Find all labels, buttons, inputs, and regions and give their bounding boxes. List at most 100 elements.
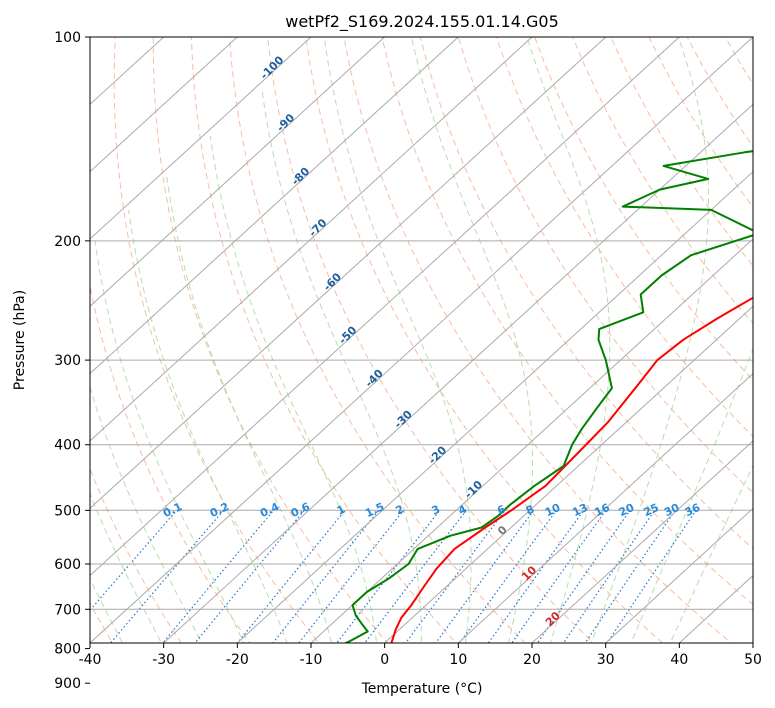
dry-adiabat: [419, 37, 753, 550]
mixing-ratio-label: 13: [570, 501, 589, 519]
isotherm-line: [383, 305, 753, 643]
dry-adiabat: [90, 467, 182, 643]
moist-adiabat: [90, 577, 124, 643]
y-tick-label: 500: [54, 503, 81, 519]
y-tick-label: 200: [54, 234, 81, 250]
mixing-ratio-label: 0.1: [161, 500, 184, 520]
mixing-ratio-line: [536, 509, 631, 643]
x-axis-label: Temperature (°C): [361, 681, 483, 697]
isotherm-label: -80: [289, 165, 312, 188]
dry-adiabat: [90, 283, 251, 643]
mixing-ratio-line: [194, 509, 305, 643]
y-tick-label: 300: [54, 353, 81, 369]
x-tick-label: 50: [744, 652, 762, 668]
isotherm-label: -90: [274, 111, 297, 134]
moist-adiabat: [410, 37, 533, 643]
plot-frame: [89, 36, 754, 644]
grid-lines: [90, 37, 775, 708]
mixing-ratio-label: 20: [617, 501, 637, 519]
isotherm-label: -70: [306, 216, 329, 239]
dewpoint-profile: [343, 150, 753, 643]
mixing-ratio-line: [404, 509, 506, 643]
dry-adiabat: [229, 37, 526, 643]
dry-adiabat: [267, 37, 595, 643]
isotherm-line: [90, 37, 238, 173]
isotherm-label: -60: [321, 270, 344, 293]
temperature-profile: [390, 296, 753, 643]
moist-adiabat: [526, 37, 611, 643]
dry-adiabat: [686, 37, 753, 148]
x-tick-label: -30: [152, 652, 175, 668]
isotherm-line: [236, 170, 753, 643]
mixing-ratio-line: [562, 509, 656, 643]
y-tick-label: 400: [54, 438, 81, 454]
background-reference-lines: [90, 37, 775, 708]
chart-title: wetPf2_S169.2024.155.01.14.G05: [285, 12, 559, 32]
sounding-profiles: [343, 150, 753, 643]
y-axis-label: Pressure (hPa): [12, 290, 28, 390]
y-tick-label: 900: [54, 676, 81, 692]
y-tick-label: 800: [54, 642, 81, 658]
x-tick-label: 20: [523, 652, 541, 668]
mixing-ratio-label: 0.4: [258, 500, 281, 520]
isotherm-label: -50: [336, 323, 359, 346]
dry-adiabat: [457, 37, 753, 494]
moist-adiabat: [630, 347, 753, 643]
isotherm-line: [90, 37, 607, 510]
moist-adiabat: [590, 37, 709, 643]
isotherm-label: -30: [392, 407, 415, 430]
moist-adiabat: [90, 492, 162, 643]
dry-adiabat: [724, 37, 753, 86]
mixing-ratio-line: [90, 509, 178, 612]
y-tick-label: 100: [54, 30, 81, 46]
isotherm-line: [90, 37, 459, 375]
isotherm-line: [531, 440, 753, 643]
mixing-ratio-line: [487, 509, 585, 643]
mixing-ratio-line: [298, 509, 404, 643]
isotherm-line: [90, 37, 680, 577]
isotherm-label: 30: [568, 654, 588, 674]
x-tick-label: -10: [300, 652, 323, 668]
isotherm-line: [90, 37, 312, 240]
isotherm-label: 10: [519, 563, 539, 583]
mixing-ratio-label: 30: [662, 501, 682, 519]
isotherm-line: [457, 372, 753, 643]
isotherm-line: [90, 37, 753, 643]
isotherm-line: [90, 37, 533, 442]
mixing-ratio-line: [161, 509, 274, 643]
y-tick-label: 700: [54, 602, 81, 618]
mixing-ratio-line: [511, 509, 607, 643]
isotherm-label: -20: [426, 443, 449, 466]
dry-adiabat: [495, 37, 753, 438]
isotherm-label: -100: [258, 53, 287, 82]
moist-adiabat: [261, 90, 422, 643]
mixing-ratio-line: [272, 509, 380, 643]
mixing-ratio-line: [606, 509, 697, 643]
mixing-ratio-label: 36: [683, 501, 703, 519]
y-axis-ticks: 1002003004005006007008009001000: [45, 30, 90, 708]
mixing-ratio-line: [336, 509, 441, 643]
x-tick-label: 0: [380, 652, 389, 668]
x-tick-label: -40: [79, 652, 102, 668]
isotherm-label: -40: [363, 367, 386, 390]
dry-adiabat: [572, 37, 753, 325]
mixing-ratio-label: 1.5: [363, 500, 386, 520]
moist-adiabat: [128, 209, 288, 643]
dry-adiabat: [190, 37, 457, 643]
moist-adiabat: [323, 37, 472, 643]
mixing-ratio-label: 10: [543, 501, 563, 519]
dry-adiabat: [113, 37, 320, 643]
x-tick-label: 40: [670, 652, 688, 668]
mixing-ratio-line: [364, 509, 467, 643]
isotherm-line: [310, 238, 753, 643]
isotherm-line: [162, 103, 753, 643]
isotherm-line: [604, 507, 753, 643]
moist-adiabat: [90, 385, 203, 643]
dry-adiabat: [305, 37, 664, 643]
isotherm-line: [733, 37, 775, 708]
moist-adiabat: [94, 240, 245, 643]
dry-adiabat: [648, 37, 753, 208]
dry-adiabat: [763, 37, 775, 708]
dry-adiabat: [152, 37, 389, 643]
